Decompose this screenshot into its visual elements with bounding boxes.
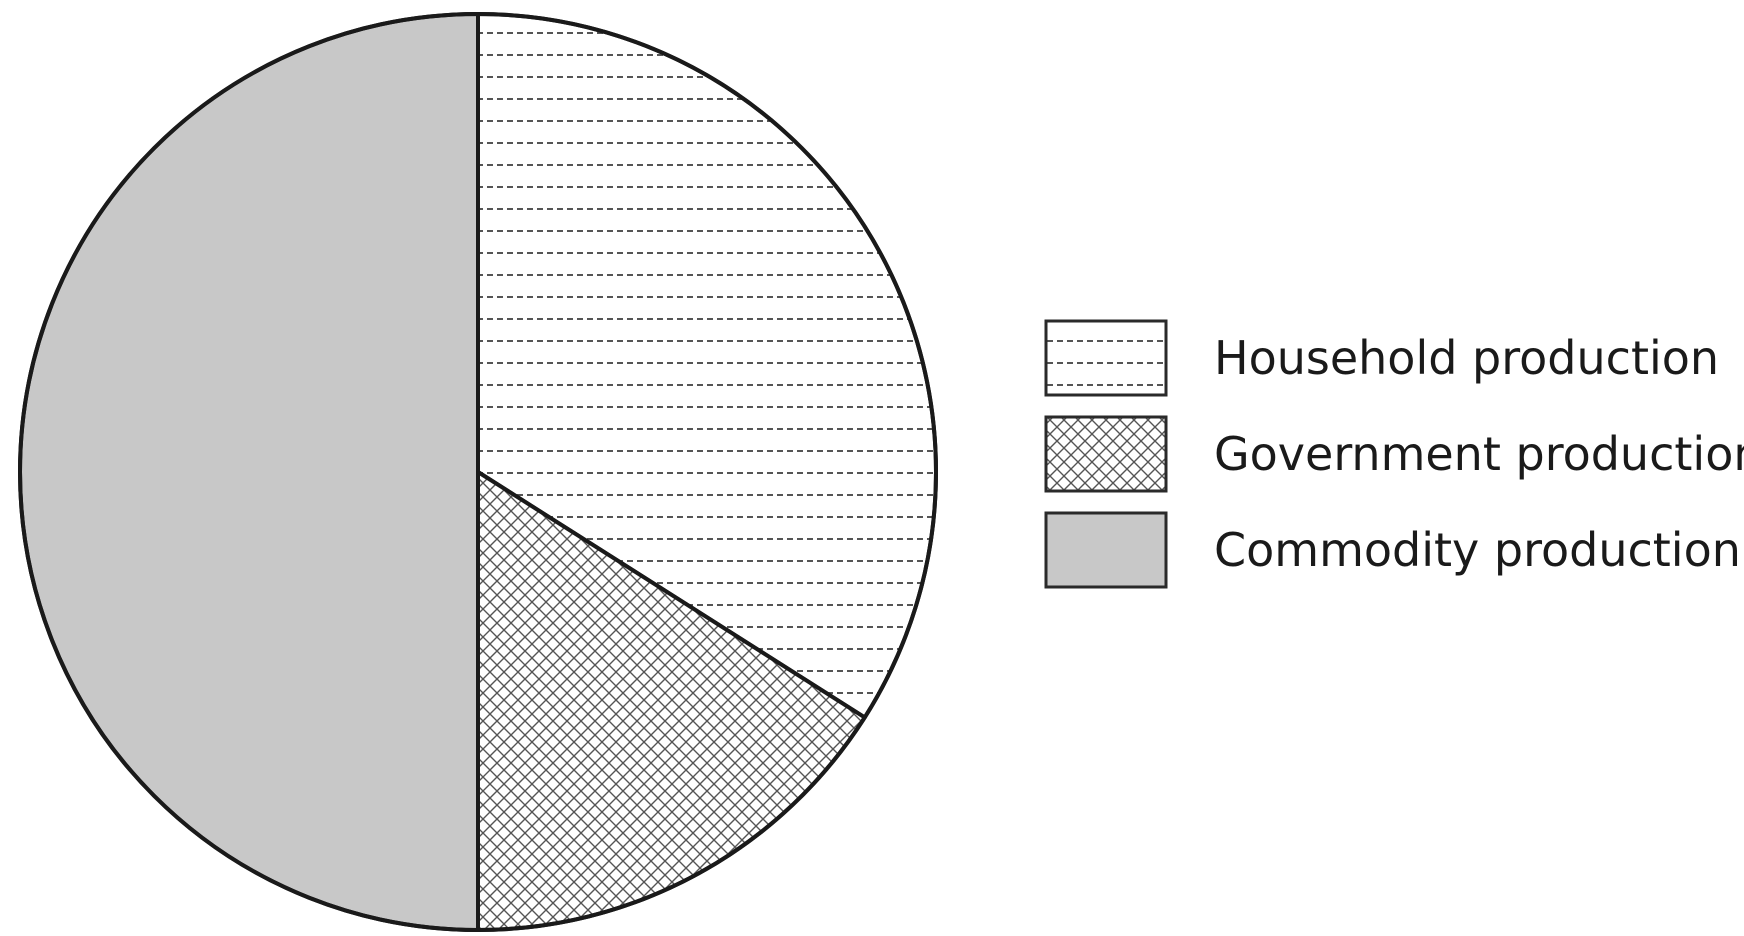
- pie-outline: [18, 12, 938, 932]
- pie-slice-commodity-production: [18, 12, 480, 932]
- legend-swatch-government-production: [1044, 415, 1168, 493]
- pie-slices: [18, 12, 938, 932]
- legend-swatch-commodity-production: [1044, 511, 1168, 589]
- legend-label-household-production: Household production: [1214, 331, 1719, 385]
- legend-label-commodity-production: Commodity production: [1214, 523, 1741, 577]
- legend-swatch-household-production: [1044, 319, 1168, 397]
- legend-label-government-production: Government production: [1214, 427, 1744, 481]
- legend: Household production Government productio…: [1044, 319, 1744, 589]
